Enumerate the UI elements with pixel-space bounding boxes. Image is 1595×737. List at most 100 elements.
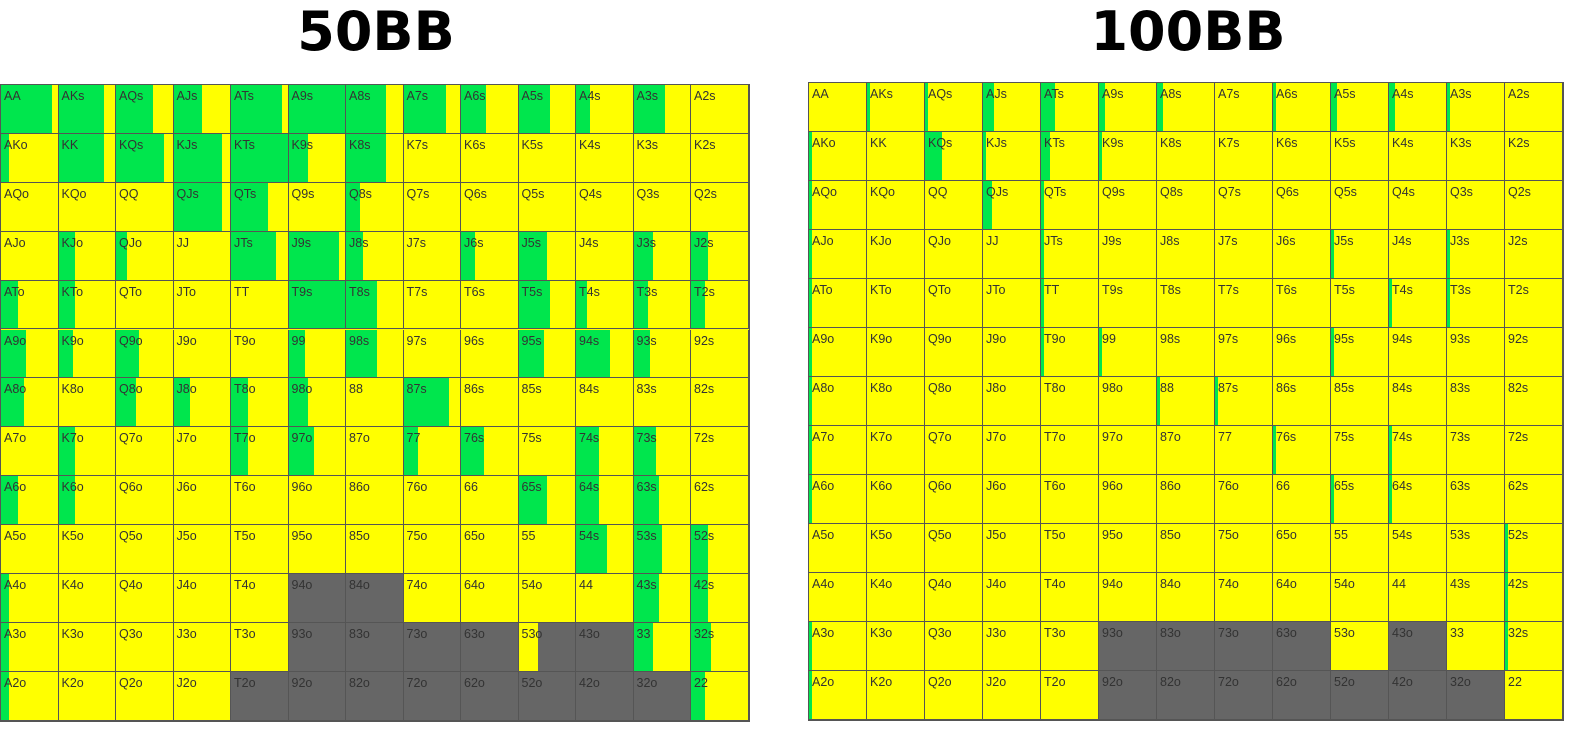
- hand-cell: K2o: [58, 671, 116, 721]
- hand-cell: Q9o: [116, 329, 174, 379]
- hand-cell: A7s: [1215, 83, 1273, 132]
- raise-frequency-bar: [346, 231, 363, 280]
- hand-label: KQo: [61, 186, 87, 201]
- hand-label: AQs: [928, 87, 953, 101]
- hand-cell: 86o: [346, 476, 404, 526]
- hand-label: T2s: [694, 284, 715, 299]
- raise-frequency-bar: [1273, 83, 1276, 131]
- raise-frequency-bar: [633, 574, 659, 622]
- hand-label: 74s: [579, 431, 600, 446]
- hand-label: AJo: [812, 234, 834, 248]
- hand-label: 75o: [1218, 528, 1239, 542]
- hand-cell: ATs: [231, 85, 289, 134]
- hand-cell: 75o: [1215, 524, 1273, 573]
- hand-label: 96s: [464, 333, 485, 348]
- hand-cell: J4s: [576, 231, 634, 281]
- raise-frequency-bar: [691, 525, 708, 573]
- hand-cell: Q6o: [116, 476, 174, 526]
- hand-cell: KJs: [173, 133, 231, 183]
- hand-label: 44: [1392, 577, 1406, 591]
- hand-cell: A6o: [809, 475, 867, 524]
- hand-label: ATo: [812, 283, 833, 297]
- hand-label: K7o: [870, 430, 893, 444]
- hand-label: 62s: [1508, 479, 1529, 493]
- hand-cell: Q6s: [1273, 181, 1331, 230]
- hand-label: J3o: [986, 626, 1007, 640]
- hand-label: QJo: [119, 235, 142, 250]
- hand-cell: T4o: [1041, 573, 1099, 622]
- hand-cell: 95o: [288, 525, 346, 574]
- raise-frequency-bar: [346, 133, 386, 182]
- hand-label: KTs: [234, 137, 255, 152]
- hand-label: 95o: [291, 529, 313, 544]
- hand-label: 32o: [1450, 675, 1471, 689]
- hand-label: 82s: [694, 382, 715, 397]
- hand-label: 64s: [1392, 479, 1413, 493]
- hand-label: 63o: [1276, 626, 1297, 640]
- hand-cell: 84o: [346, 574, 404, 623]
- raise-frequency-bar: [633, 85, 665, 133]
- hand-cell: 72o: [1215, 671, 1273, 720]
- hand-cell: K4s: [576, 133, 634, 183]
- raise-frequency-bar: [809, 230, 812, 278]
- hand-cell: T9s: [288, 280, 346, 330]
- hand-label: 94o: [291, 578, 313, 592]
- hand-cell: QTs: [1041, 181, 1099, 230]
- hand-cell: JTo: [983, 279, 1041, 328]
- hand-label: J4s: [1392, 234, 1412, 248]
- hand-label: 96o: [291, 480, 313, 495]
- hand-cell: T9o: [231, 329, 289, 379]
- hand-label: T4s: [579, 284, 600, 299]
- raise-frequency-bar: [1505, 524, 1508, 572]
- raise-frequency-bar: [116, 231, 128, 280]
- hand-label: 64o: [1276, 577, 1297, 591]
- hand-cell: J3o: [173, 622, 231, 672]
- raise-frequency-bar: [1099, 328, 1102, 376]
- hand-cell: J4o: [173, 574, 231, 623]
- hand-label: 52o: [521, 675, 543, 690]
- hand-cell: A2s: [691, 85, 749, 134]
- hand-label: K2o: [61, 675, 84, 690]
- raise-frequency-bar: [1099, 132, 1102, 180]
- hand-cell: Q7s: [403, 182, 461, 232]
- raise-frequency-bar: [346, 280, 378, 329]
- hand-label: QTo: [119, 284, 142, 299]
- hand-label: K9s: [291, 137, 314, 152]
- hand-label: 83o: [1160, 626, 1181, 640]
- raise-frequency-bar: [403, 85, 446, 133]
- hand-label: 92o: [1102, 675, 1123, 689]
- hand-cell: Q8s: [1157, 181, 1215, 230]
- raise-frequency-bar: [1, 133, 10, 182]
- hand-label: Q3s: [636, 186, 660, 201]
- hand-cell: A2s: [1505, 83, 1563, 132]
- hand-label: Q9s: [1102, 185, 1125, 199]
- hand-cell: Q3o: [925, 622, 983, 671]
- hand-cell: AKo: [809, 132, 867, 181]
- hand-cell: 94o: [288, 574, 346, 623]
- raise-frequency-bar: [576, 476, 599, 525]
- hand-cell: J9o: [173, 329, 231, 379]
- hand-label: 72o: [1218, 675, 1239, 689]
- hand-label: 42o: [579, 675, 600, 690]
- hand-label: 42s: [694, 578, 715, 592]
- hand-label: J9o: [176, 333, 197, 348]
- hand-cell: 97o: [1099, 426, 1157, 475]
- hand-cell: QJs: [983, 181, 1041, 230]
- raise-frequency-bar: [1, 476, 18, 525]
- hand-cell: 82s: [691, 378, 749, 428]
- hand-cell: KK: [867, 132, 925, 181]
- hand-label: J7o: [176, 431, 197, 446]
- hand-label: Q6s: [464, 186, 487, 201]
- raise-frequency-bar: [58, 280, 76, 329]
- hand-cell: A7o: [1, 427, 59, 477]
- hand-label: KK: [61, 137, 79, 152]
- hand-label: 83s: [636, 382, 657, 397]
- hand-cell: T2s: [691, 280, 749, 330]
- raise-frequency-bar: [809, 377, 812, 425]
- hand-cell: AQo: [809, 181, 867, 230]
- hand-label: A3o: [4, 626, 27, 641]
- raise-frequency-bar: [576, 280, 588, 329]
- hand-cell: 88: [1157, 377, 1215, 426]
- raise-frequency-bar: [288, 133, 309, 182]
- hand-cell: Q2o: [116, 671, 174, 721]
